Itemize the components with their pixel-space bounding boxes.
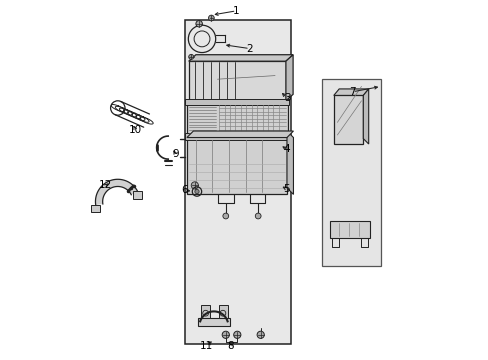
Text: 11: 11	[200, 341, 213, 351]
Text: 10: 10	[129, 125, 142, 135]
Bar	[197, 318, 230, 326]
Bar	[333, 95, 363, 144]
Text: 3: 3	[283, 93, 290, 103]
Circle shape	[191, 182, 198, 189]
Bar	[188, 61, 285, 101]
Polygon shape	[188, 55, 292, 61]
Bar	[185, 99, 289, 105]
Polygon shape	[95, 179, 138, 205]
Text: 12: 12	[99, 180, 112, 190]
Bar	[91, 205, 100, 212]
Circle shape	[208, 15, 214, 21]
Bar	[186, 138, 286, 194]
Polygon shape	[333, 89, 368, 95]
Bar	[133, 192, 142, 199]
Polygon shape	[286, 131, 293, 194]
Bar	[321, 79, 381, 266]
Polygon shape	[363, 89, 368, 144]
Text: 4: 4	[283, 144, 290, 154]
Text: 9: 9	[172, 149, 178, 159]
Text: 1: 1	[233, 6, 240, 16]
Circle shape	[223, 213, 228, 219]
Circle shape	[194, 189, 199, 194]
Text: 2: 2	[246, 44, 253, 54]
Bar	[201, 305, 210, 318]
Bar	[329, 221, 369, 238]
Text: 8: 8	[227, 341, 234, 351]
Bar	[185, 20, 291, 344]
Bar	[185, 133, 289, 140]
Circle shape	[257, 331, 264, 338]
Circle shape	[222, 331, 229, 338]
Bar	[186, 102, 287, 137]
Circle shape	[233, 331, 241, 338]
Circle shape	[188, 54, 193, 59]
Text: 5: 5	[283, 184, 290, 194]
Polygon shape	[186, 131, 293, 138]
Circle shape	[196, 21, 202, 27]
Circle shape	[255, 213, 261, 219]
Bar	[218, 305, 227, 318]
Text: 7: 7	[348, 87, 355, 97]
Polygon shape	[285, 55, 292, 101]
Text: 6: 6	[181, 185, 187, 195]
